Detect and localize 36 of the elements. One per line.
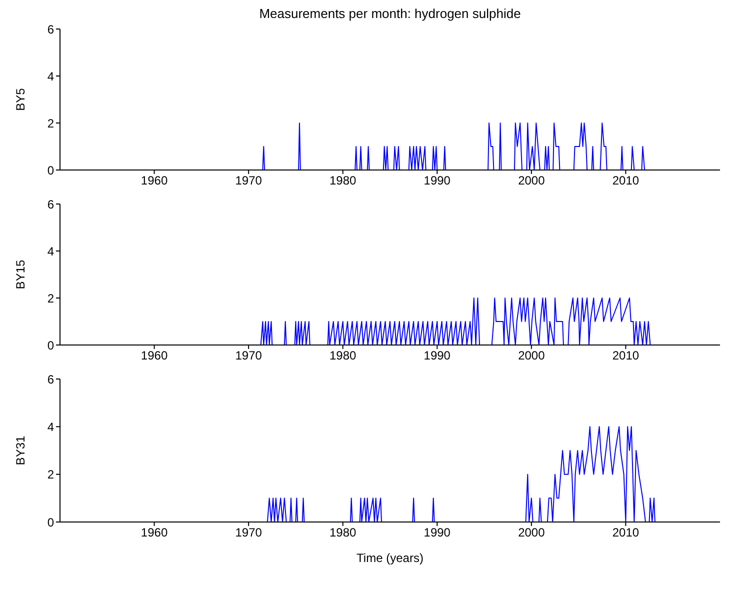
y-tick-label: 4 <box>47 69 54 84</box>
y-axis-title: BY15 <box>13 260 28 290</box>
y-tick-label: 0 <box>47 163 54 178</box>
x-tick-label: 2010 <box>612 174 640 188</box>
y-tick-label: 4 <box>47 420 54 434</box>
y-tick-label: 6 <box>47 22 54 36</box>
y-tick-label: 2 <box>47 468 54 482</box>
line-series <box>266 426 656 522</box>
x-tick-label: 1960 <box>140 526 168 540</box>
y-tick-label: 0 <box>47 515 54 530</box>
x-tick-label: 1970 <box>235 174 262 188</box>
y-tick-label: 6 <box>47 372 54 386</box>
x-tick-label: 1990 <box>424 174 451 188</box>
y-axis-title: BY31 <box>13 436 28 466</box>
x-tick-label: 1970 <box>235 526 262 540</box>
x-tick-label: 1970 <box>235 348 262 363</box>
x-tick-label: 2010 <box>612 526 640 540</box>
x-tick-label: 1960 <box>140 348 168 363</box>
chart-title: Measurements per month: hydrogen sulphide <box>258 5 522 21</box>
x-axis-title: Time (years) <box>356 551 424 565</box>
x-tick-label: 1980 <box>330 348 357 363</box>
y-axis-title: BY5 <box>13 88 28 111</box>
x-tick-label: 1980 <box>330 174 357 188</box>
y-tick-label: 4 <box>47 244 54 258</box>
x-tick-label: 2010 <box>612 348 640 363</box>
x-tick-label: 2000 <box>518 174 546 188</box>
y-tick-label: 0 <box>47 338 54 352</box>
y-tick-label: 2 <box>47 116 54 130</box>
x-tick-label: 1990 <box>424 348 451 363</box>
x-tick-label: 1960 <box>140 174 168 188</box>
y-tick-label: 6 <box>47 197 54 212</box>
x-tick-label: 1990 <box>424 526 451 540</box>
x-tick-label: 2000 <box>518 348 546 363</box>
y-tick-label: 2 <box>47 291 54 306</box>
x-tick-label: 2000 <box>518 526 546 540</box>
x-tick-label: 1980 <box>330 526 357 540</box>
